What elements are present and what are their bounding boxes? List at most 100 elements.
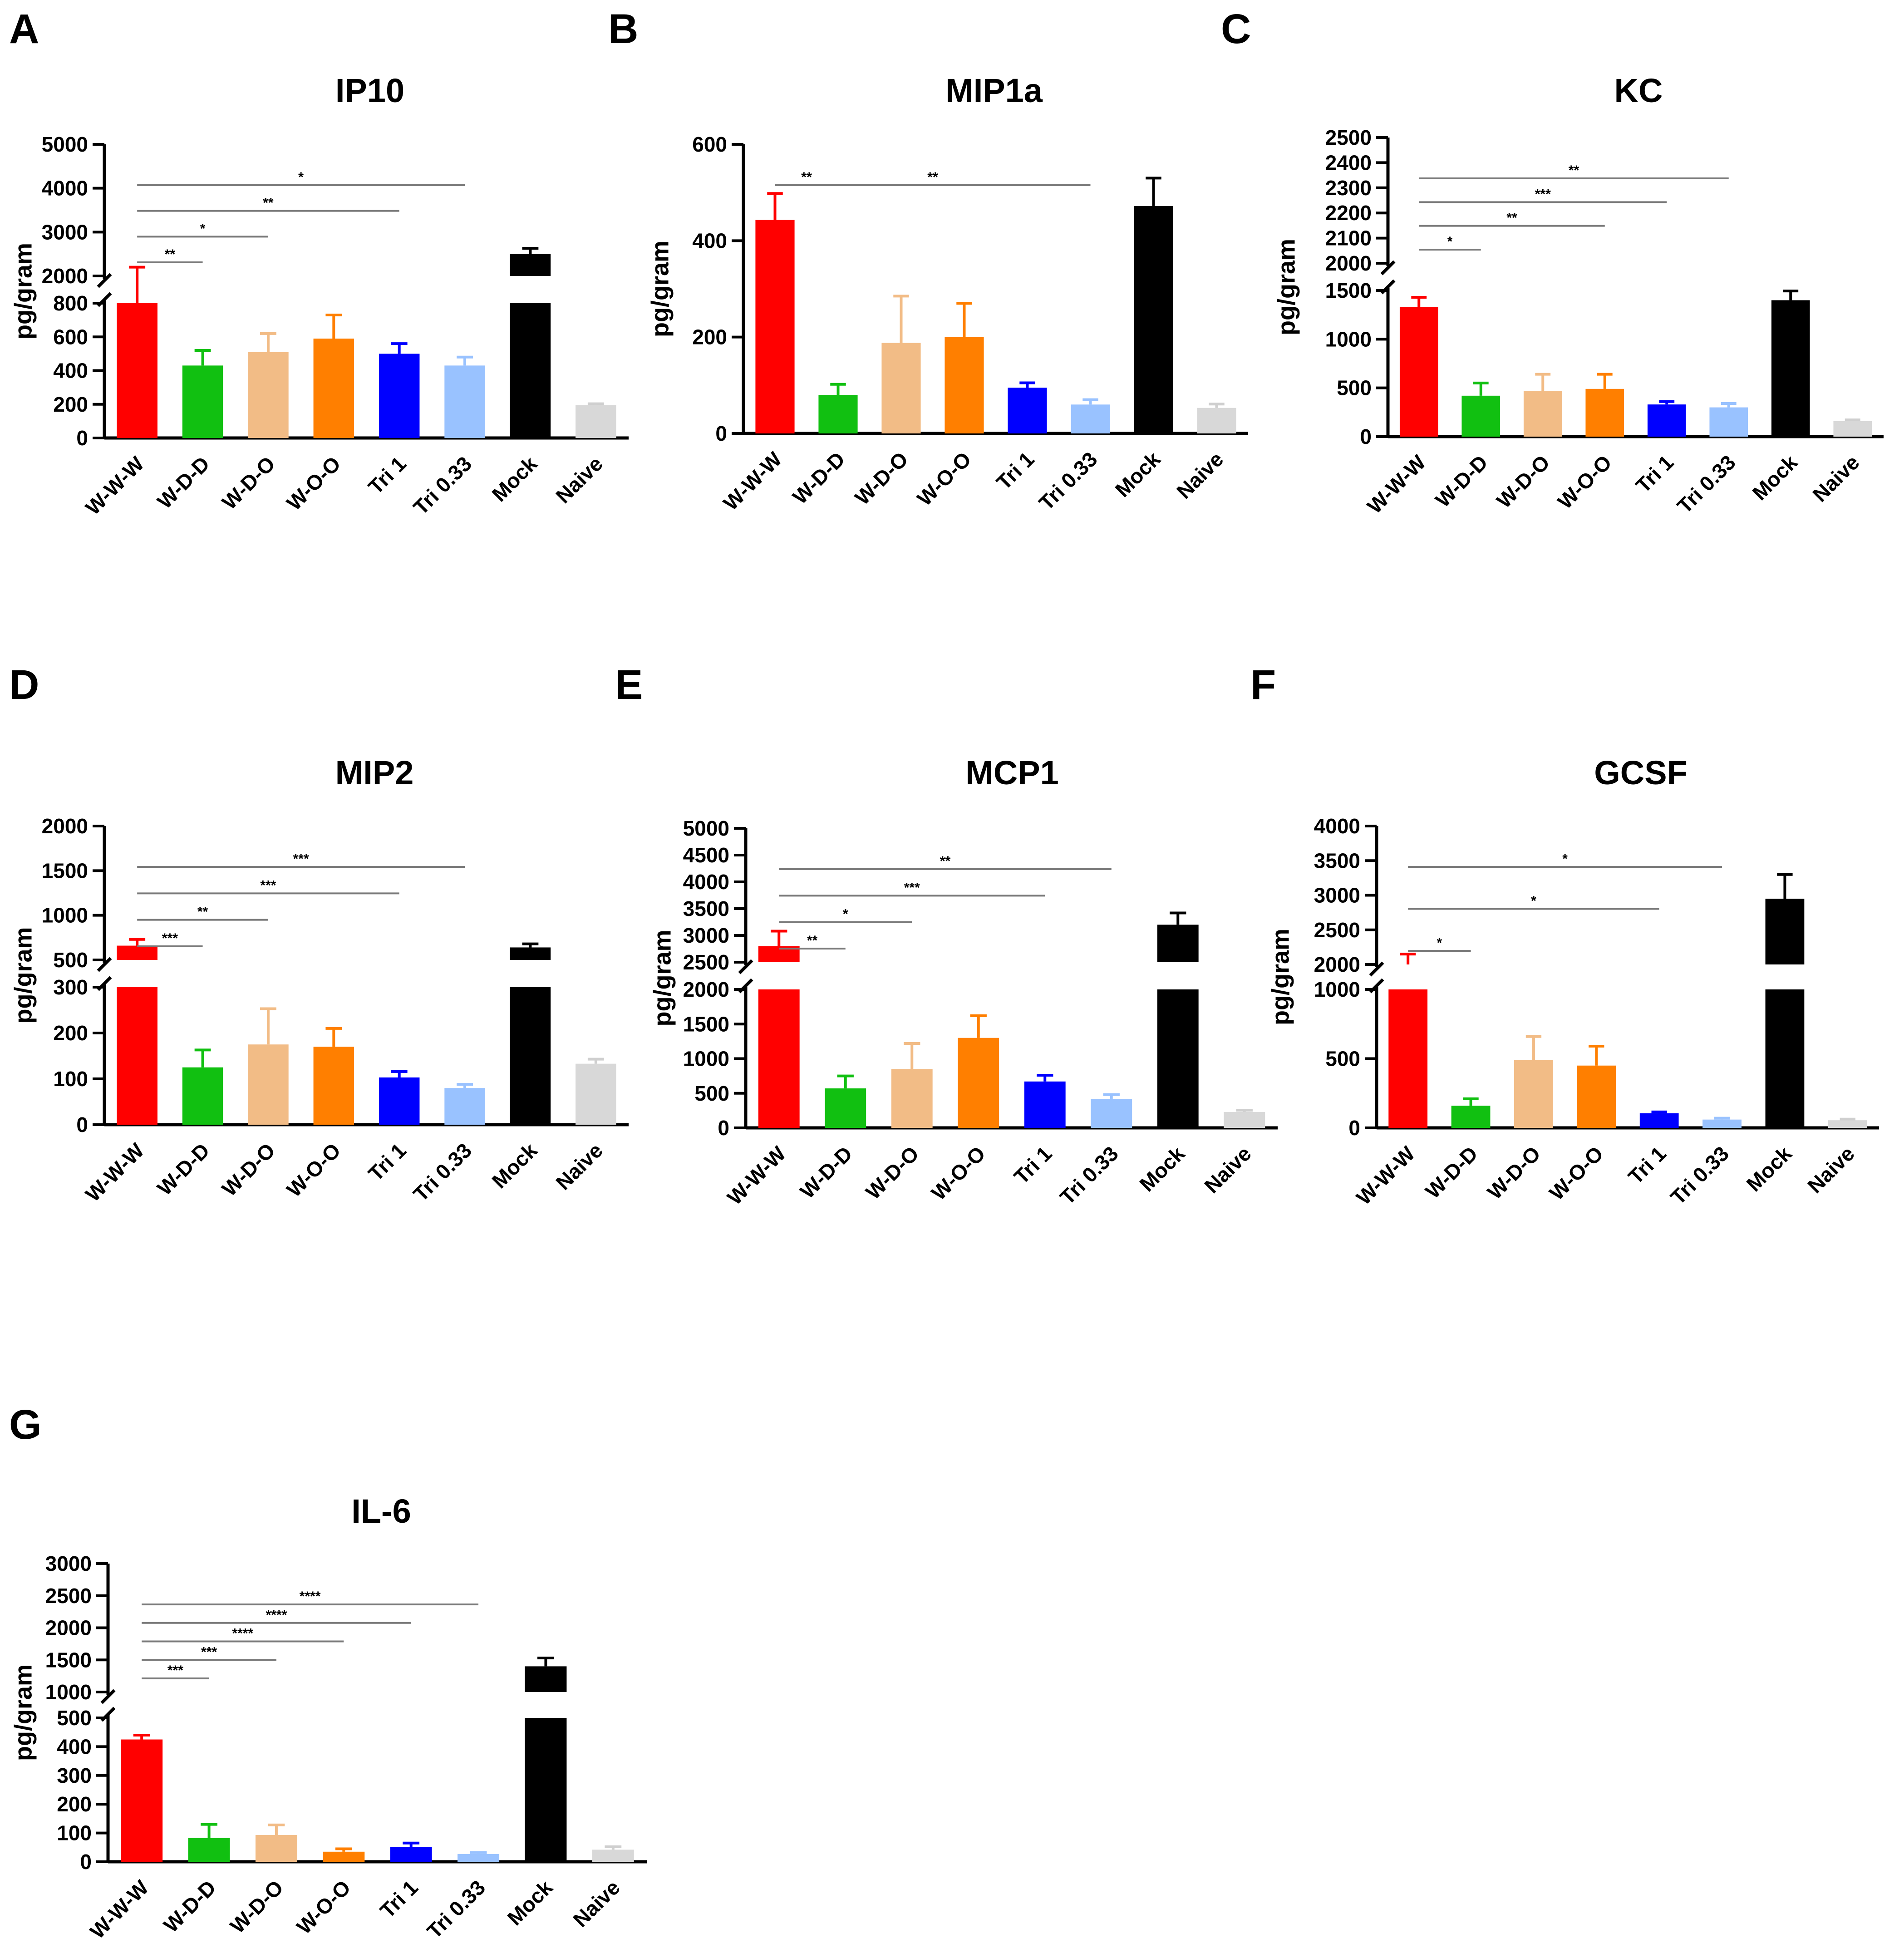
panel-a: A IP10 0 200 400 600 800 2000 3000 4000 5000 pg/gra… [9, 6, 629, 520]
bar-tri-1 [1639, 1113, 1679, 1128]
x-tick-label: W-D-D [795, 1141, 856, 1203]
bar-w-d-o [891, 1069, 933, 1128]
y-tick-label: 2500 [1314, 918, 1360, 942]
axis-break-mark [100, 1689, 116, 1704]
y-axis-label: pg/gram [10, 1664, 37, 1761]
y-tick-label: 2500 [1325, 126, 1372, 149]
bar-w-o-o [313, 1047, 354, 1125]
significance-label: ** [197, 905, 208, 920]
x-tick-label: W-D-O [1492, 450, 1554, 512]
bar-tri-1 [379, 354, 420, 438]
panel-d: D MIP2 0 100 200 300 500 1000 1500 2000 pg/gram W-W… [9, 662, 629, 1206]
x-tick-label: Naive [551, 1138, 607, 1195]
y-tick-label: 4000 [683, 870, 729, 894]
y-tick-label: 0 [718, 1116, 729, 1140]
axis-break-mark [1369, 961, 1384, 977]
bar-tri-1 [1008, 388, 1047, 433]
axis-break-mark [97, 273, 112, 288]
x-tick-label: W-D-D [788, 447, 849, 508]
x-tick-label: W-W-W [1363, 450, 1431, 518]
y-tick-label: 1500 [42, 859, 88, 882]
bar-w-d-d [182, 1067, 223, 1125]
y-tick-label: 400 [57, 1735, 92, 1758]
x-tick-label: W-W-W [718, 447, 787, 515]
x-tick-label: W-O-O [292, 1875, 355, 1938]
axis-break-mark [1380, 260, 1396, 275]
y-tick-label: 1000 [42, 904, 88, 927]
significance-label: * [843, 907, 848, 922]
y-tick-label: 5000 [42, 133, 88, 156]
x-tick-label: Tri 1 [1009, 1141, 1057, 1189]
bar-tri-0-33 [1071, 404, 1110, 433]
bar-naive [1833, 421, 1872, 437]
significance-label: ** [807, 933, 818, 948]
x-tick-label: W-D-O [226, 1875, 288, 1938]
x-tick-label: W-W-W [1352, 1141, 1420, 1210]
y-tick-label: 2000 [42, 264, 88, 288]
y-axis-label: pg/gram [1273, 239, 1300, 335]
x-tick-label: Tri 1 [364, 1138, 411, 1186]
chart-title: GCSF [1594, 754, 1688, 792]
x-tick-label: Mock [487, 452, 542, 506]
significance-label: * [200, 221, 206, 236]
significance-label: *** [1535, 187, 1551, 202]
y-tick-label: 200 [53, 1021, 88, 1045]
y-tick-label: 2000 [45, 1616, 92, 1640]
x-tick-label: Tri 1 [1631, 450, 1678, 497]
bar-naive [576, 1063, 616, 1125]
y-tick-label: 0 [76, 426, 88, 450]
y-tick-label: 2200 [1325, 201, 1372, 225]
bar-w-o-o [313, 338, 354, 438]
chart-title: IL-6 [351, 1492, 411, 1530]
x-tick-label: Naive [1803, 1141, 1859, 1198]
bar-mock [1771, 300, 1810, 437]
y-tick-label: 100 [53, 1067, 88, 1091]
significance-label: ** [801, 170, 812, 185]
bar-tri-1 [1647, 404, 1686, 437]
bar-tri-0-33 [458, 1854, 500, 1862]
x-tick-label: W-D-O [217, 452, 280, 514]
y-axis-label: pg/gram [1267, 929, 1294, 1025]
y-tick-label: 4000 [42, 177, 88, 200]
y-tick-label: 600 [692, 133, 727, 156]
y-tick-label: 1000 [683, 1047, 729, 1071]
chart-title: KC [1614, 72, 1663, 109]
y-tick-label: 1000 [45, 1680, 92, 1704]
bar-w-w-w-lower [758, 989, 800, 1128]
bar-w-d-d [182, 365, 223, 438]
x-tick-label: W-D-D [1421, 1141, 1482, 1203]
significance-label: **** [266, 1608, 287, 1623]
panel-letter: A [9, 6, 39, 52]
y-tick-label: 0 [80, 1850, 92, 1874]
bar-tri-0-33 [1709, 407, 1748, 437]
x-tick-label: Tri 1 [1624, 1141, 1671, 1189]
y-tick-label: 200 [692, 325, 727, 349]
y-tick-label: 600 [53, 325, 88, 349]
bar-mock-upper [1765, 899, 1805, 964]
x-tick-label: Tri 0.33 [408, 452, 476, 519]
x-tick-label: Mock [1111, 447, 1165, 502]
x-tick-label: Tri 0.33 [422, 1875, 490, 1943]
x-tick-label: Naive [1200, 1141, 1256, 1198]
x-tick-label: Naive [1808, 450, 1864, 507]
x-tick-label: Mock [487, 1138, 542, 1193]
significance-label: * [1531, 894, 1536, 909]
y-tick-label: 0 [76, 1113, 88, 1136]
x-tick-label: Tri 0.33 [1673, 450, 1740, 518]
y-tick-label: 0 [715, 422, 727, 445]
chart-title: MCP1 [965, 754, 1059, 792]
bar-w-w-w-upper [117, 945, 157, 960]
y-tick-label: 500 [1337, 376, 1372, 400]
y-tick-label: 2100 [1325, 226, 1372, 250]
y-tick-label: 100 [57, 1821, 92, 1845]
significance-label: *** [260, 878, 276, 893]
y-tick-label: 3500 [683, 897, 729, 920]
y-tick-label: 200 [57, 1792, 92, 1816]
bar-naive [576, 405, 616, 438]
x-tick-label: W-W-W [723, 1141, 791, 1210]
y-tick-label: 1000 [1314, 978, 1360, 1001]
y-axis-label: pg/gram [10, 243, 37, 339]
x-tick-label: Tri 1 [364, 452, 411, 499]
y-tick-label: 2500 [683, 950, 729, 974]
bar-w-d-d [825, 1088, 866, 1128]
